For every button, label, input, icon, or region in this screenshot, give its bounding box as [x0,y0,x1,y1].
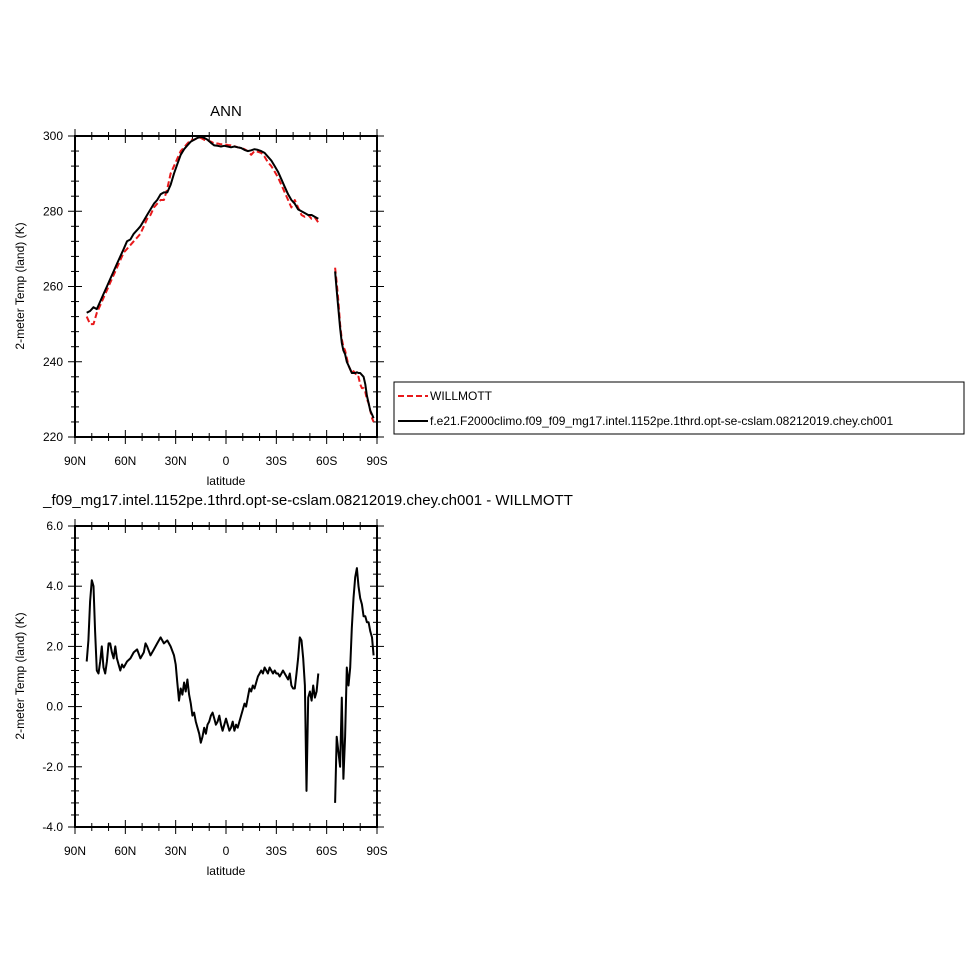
top-x-axis-label: latitude [207,474,246,488]
y-tick-label: 2.0 [46,639,63,653]
series-line-model [334,271,375,419]
x-tick-label: 0 [223,844,230,858]
bottom-y-tick-labels: -4.0 -2.0 0.0 2.0 4.0 6.0 [42,519,63,834]
top-plot-frame [74,135,378,438]
x-tick-label: 90S [366,844,387,858]
top-x-tick-labels: 90N 60N 30N 0 30S 60S 90S [64,454,388,468]
bottom-plot-frame [74,525,378,828]
bottom-series-group [85,567,375,803]
legend-label-model: f.e21.F2000climo.f09_f09_mg17.intel.1152… [430,414,894,428]
y-tick-label: 260 [43,280,63,294]
y-tick-label: 6.0 [46,519,63,533]
series-line-model [86,135,319,314]
x-tick-label: 30N [165,454,187,468]
y-tick-label: -4.0 [42,820,63,834]
x-tick-label: 0 [223,454,230,468]
x-tick-label: 60N [114,454,136,468]
y-tick-label: 280 [43,204,63,218]
top-y-tick-labels: 220 240 260 280 300 [43,129,63,444]
x-tick-label: 90N [64,844,86,858]
x-tick-label: 30N [165,844,187,858]
x-tick-label: 90N [64,454,86,468]
x-tick-label: 30S [266,454,287,468]
series-line-willmott [85,136,320,326]
series-line-difference [334,567,375,803]
bottom-axis-ticks [68,519,384,834]
y-tick-label: 4.0 [46,579,63,593]
bottom-panel: _f09_mg17.intel.1152pe.1thrd.opt-se-csla… [13,492,573,878]
x-tick-label: 60S [316,454,337,468]
x-tick-label: 60S [316,844,337,858]
y-tick-label: 220 [43,430,63,444]
y-tick-label: 0.0 [46,700,63,714]
bottom-x-axis-label: latitude [207,864,246,878]
bottom-chart-title: _f09_mg17.intel.1152pe.1thrd.opt-se-csla… [42,492,573,509]
y-tick-label: 300 [43,129,63,143]
y-tick-label: 240 [43,355,63,369]
y-tick-label: -2.0 [42,760,63,774]
x-tick-label: 60N [114,844,136,858]
legend-box [393,381,965,435]
series-line-difference [85,579,320,792]
x-tick-label: 30S [266,844,287,858]
legend-label-willmott: WILLMOTT [430,389,493,403]
top-chart-title: ANN [210,103,242,120]
x-tick-label: 90S [366,454,387,468]
bottom-y-axis-label: 2-meter Temp (land) (K) [13,612,27,739]
top-series-group [85,135,375,423]
legend: WILLMOTT f.e21.F2000climo.f09_f09_mg17.i… [393,381,965,435]
bottom-x-tick-labels: 90N 60N 30N 0 30S 60S 90S [64,844,388,858]
top-y-axis-label: 2-meter Temp (land) (K) [13,222,27,349]
